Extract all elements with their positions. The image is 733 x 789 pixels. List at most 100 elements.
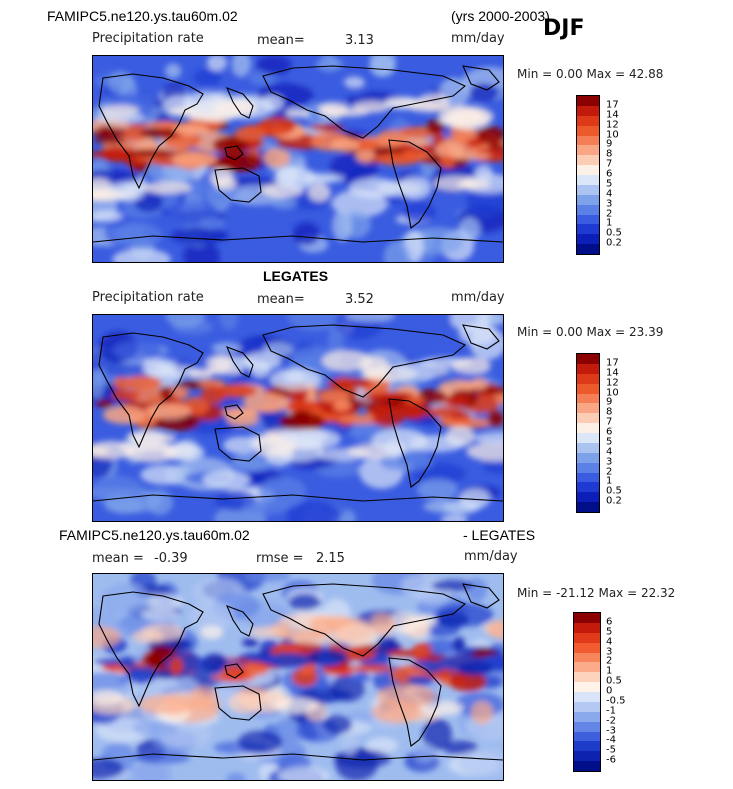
diff-colorbar-labels: 6 5 4 3 2 1 0.5 0 -0.5 -1 -2 -3 -4 -5 -6 bbox=[606, 612, 646, 770]
colorbar-level-label: 5 bbox=[606, 178, 613, 190]
colorbar-swatch bbox=[577, 184, 599, 195]
p3-units: mm/day bbox=[464, 549, 518, 564]
colorbar-swatch bbox=[577, 234, 599, 245]
colorbar-swatch bbox=[577, 423, 599, 433]
colorbar-swatch bbox=[574, 613, 600, 623]
p2-field-label: Precipitation rate bbox=[92, 290, 204, 305]
colorbar-level-label: 1 bbox=[606, 665, 613, 677]
colorbar-swatch bbox=[577, 194, 599, 205]
p2-mean-value: 3.52 bbox=[345, 292, 374, 307]
colorbar-level-label: 14 bbox=[606, 367, 619, 379]
p3-rmse-label: rmse = bbox=[256, 551, 304, 566]
colorbar-swatch bbox=[574, 642, 600, 653]
colorbar-level-label: 10 bbox=[606, 129, 619, 140]
p1-field-label: Precipitation rate bbox=[92, 31, 204, 46]
p2-mean-label: mean= bbox=[257, 292, 305, 307]
colorbar-level-label: 6 bbox=[606, 168, 613, 180]
diff-colorbar bbox=[573, 612, 601, 772]
colorbar-swatch bbox=[577, 482, 599, 493]
colorbar-swatch bbox=[577, 462, 599, 473]
colorbar-level-label: 8 bbox=[606, 148, 613, 160]
colorbar-level-label: 3 bbox=[606, 646, 613, 657]
colorbar-level-label: 8 bbox=[606, 406, 613, 418]
colorbar-swatch bbox=[574, 662, 600, 673]
colorbar-swatch bbox=[574, 721, 600, 732]
colorbar-level-label: -2 bbox=[606, 715, 616, 727]
colorbar-level-label: 17 bbox=[606, 99, 619, 111]
colorbar-swatch bbox=[577, 145, 599, 156]
obs-precip-map bbox=[92, 314, 504, 522]
obs-colorbar bbox=[576, 353, 600, 513]
colorbar-level-label: 6 bbox=[606, 426, 613, 438]
colorbar-swatch bbox=[577, 442, 599, 453]
colorbar-level-label: 0.5 bbox=[606, 485, 622, 497]
p3-rmse-value: 2.15 bbox=[316, 551, 345, 566]
colorbar-swatch bbox=[574, 731, 600, 742]
colorbar-swatch bbox=[574, 672, 600, 683]
season-label: DJF bbox=[543, 16, 585, 41]
colorbar-swatch bbox=[577, 175, 599, 185]
colorbar-level-label: 1 bbox=[606, 475, 613, 487]
colorbar-level-label: 6 bbox=[606, 616, 613, 628]
colorbar-level-label: 4 bbox=[606, 188, 613, 200]
years-label: (yrs 2000-2003) bbox=[451, 8, 550, 24]
colorbar-level-label: 9 bbox=[606, 396, 613, 408]
p3-title-left: FAMIPC5.ne120.ys.tau60m.02 bbox=[59, 527, 250, 543]
model-colorbar bbox=[576, 95, 600, 255]
colorbar-level-label: 2 bbox=[606, 208, 613, 219]
colorbar-level-label: 5 bbox=[606, 626, 613, 638]
colorbar-level-label: -0.5 bbox=[606, 695, 626, 707]
colorbar-swatch bbox=[577, 204, 599, 215]
colorbar-level-label: 1 bbox=[606, 217, 613, 229]
colorbar-level-label: 4 bbox=[606, 446, 613, 458]
colorbar-swatch bbox=[577, 214, 599, 225]
colorbar-level-label: 4 bbox=[606, 636, 613, 648]
colorbar-swatch bbox=[577, 413, 599, 424]
colorbar-level-label: 17 bbox=[606, 357, 619, 369]
colorbar-swatch bbox=[577, 502, 599, 512]
colorbar-swatch bbox=[574, 692, 600, 702]
colorbar-swatch bbox=[577, 433, 599, 443]
diff-precip-map bbox=[92, 573, 504, 781]
colorbar-swatch bbox=[577, 452, 599, 463]
colorbar-swatch bbox=[574, 632, 600, 643]
p1-mean-value: 3.13 bbox=[345, 33, 374, 48]
colorbar-level-label: -1 bbox=[606, 705, 616, 717]
colorbar-level-label: 0.5 bbox=[606, 675, 622, 687]
p3-title-right: - LEGATES bbox=[463, 527, 536, 543]
p1-mean-label: mean= bbox=[257, 33, 305, 48]
colorbar-swatch bbox=[574, 682, 600, 692]
colorbar-swatch bbox=[577, 244, 599, 254]
colorbar-swatch bbox=[577, 383, 599, 394]
colorbar-swatch bbox=[574, 741, 600, 752]
colorbar-level-label: 2 bbox=[606, 655, 613, 667]
colorbar-swatch bbox=[574, 622, 600, 633]
model-colorbar-labels: 17 14 12 10 9 8 7 6 5 4 3 2 1 0.5 0.2 bbox=[606, 95, 646, 253]
p3-mean-value: -0.39 bbox=[154, 551, 188, 566]
p1-units: mm/day bbox=[451, 31, 505, 46]
colorbar-level-label: 0.2 bbox=[606, 237, 622, 249]
colorbar-swatch bbox=[574, 711, 600, 722]
colorbar-swatch bbox=[574, 751, 600, 762]
model-precip-map bbox=[92, 55, 504, 263]
colorbar-level-label: 5 bbox=[606, 436, 613, 448]
colorbar-swatch bbox=[574, 761, 600, 771]
colorbar-swatch bbox=[577, 125, 599, 136]
colorbar-level-label: 7 bbox=[606, 416, 613, 428]
colorbar-swatch bbox=[577, 155, 599, 166]
colorbar-swatch bbox=[577, 354, 599, 364]
colorbar-level-label: 7 bbox=[606, 158, 613, 170]
colorbar-level-label: 2 bbox=[606, 466, 613, 477]
colorbar-level-label: 9 bbox=[606, 138, 613, 150]
colorbar-level-label: 3 bbox=[606, 198, 613, 210]
colorbar-swatch bbox=[577, 393, 599, 404]
colorbar-level-label: 12 bbox=[606, 377, 619, 389]
colorbar-level-label: -3 bbox=[606, 725, 616, 736]
p3-minmax: Min = -21.12 Max = 22.32 bbox=[517, 586, 676, 600]
obs-colorbar-labels: 17 14 12 10 9 8 7 6 5 4 3 2 1 0.5 0.2 bbox=[606, 353, 646, 511]
colorbar-level-label: -6 bbox=[606, 754, 616, 766]
p1-minmax: Min = 0.00 Max = 42.88 bbox=[517, 67, 664, 81]
colorbar-level-label: 10 bbox=[606, 387, 619, 398]
colorbar-level-label: 0.5 bbox=[606, 227, 622, 239]
colorbar-level-label: 14 bbox=[606, 109, 619, 121]
